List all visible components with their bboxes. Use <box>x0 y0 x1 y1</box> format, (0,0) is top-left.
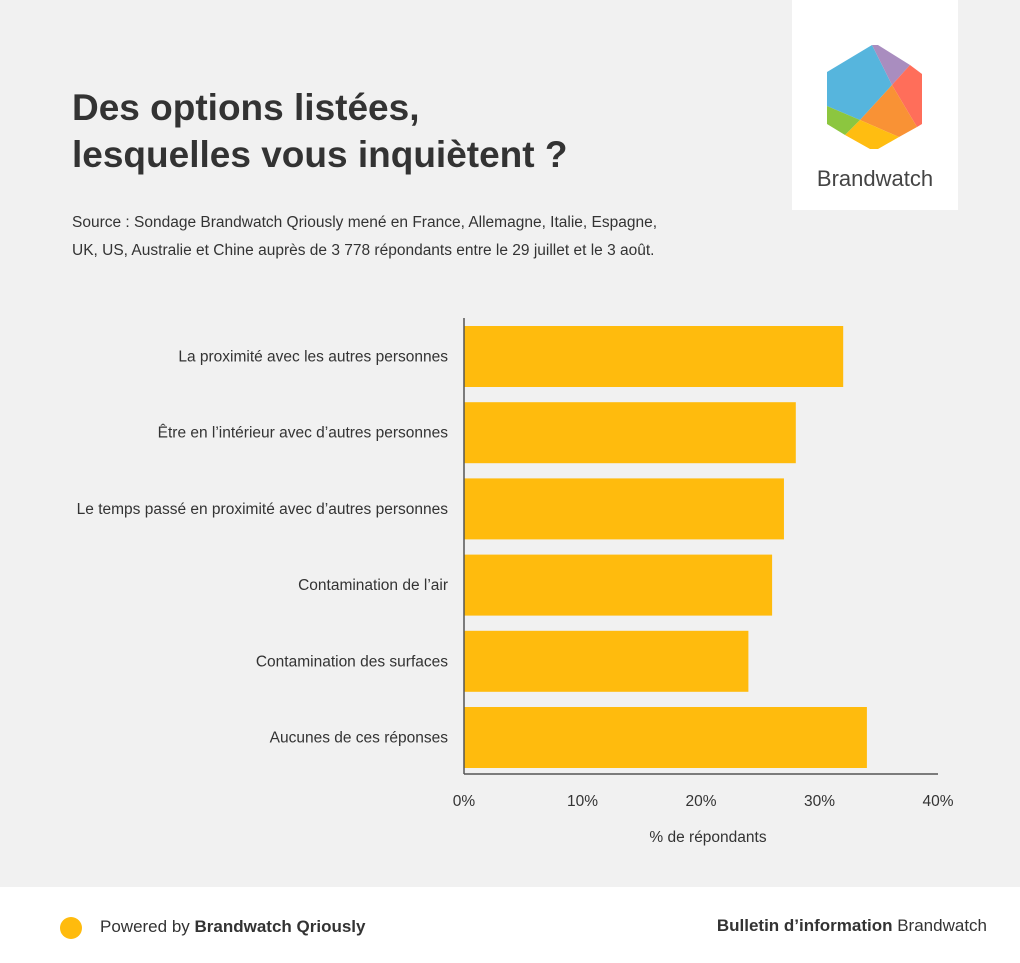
title-line-2: lesquelles vous inquiètent ? <box>72 134 568 175</box>
bar <box>464 402 796 464</box>
bar <box>464 554 773 616</box>
powered-brand: Brandwatch Qriously <box>194 917 366 936</box>
source-note: Source : Sondage Brandwatch Qriously men… <box>72 209 752 265</box>
powered-prefix: Powered by <box>100 917 195 936</box>
x-axis-title: % de répondants <box>649 829 766 846</box>
bar <box>464 326 844 387</box>
category-label: La proximité avec les autres personnes <box>178 349 448 366</box>
bar <box>464 707 867 768</box>
bar-chart: La proximité avec les autres personnes Êt… <box>77 318 954 846</box>
powered-by: Powered by Brandwatch Qriously <box>100 917 365 937</box>
category-label: Contamination des surfaces <box>256 653 448 670</box>
bulletin-rest: Brandwatch <box>892 916 987 935</box>
title-line-1: Des options listées, <box>72 87 420 128</box>
chart-title: Des options listées, lesquelles vous inq… <box>72 84 568 178</box>
logo-text: Brandwatch <box>816 166 934 191</box>
x-tick-label: 30% <box>804 793 835 810</box>
category-label: Être en l’intérieur avec d’autres person… <box>158 425 449 442</box>
source-line-1: Source : Sondage Brandwatch Qriously men… <box>72 214 658 231</box>
footer: Powered by Brandwatch Qriously Bulletin … <box>0 887 1020 963</box>
x-tick-label: 20% <box>685 793 716 810</box>
category-label: Contamination de l’air <box>298 577 448 594</box>
bulletin-bold: Bulletin d’information <box>716 916 893 935</box>
bulletin-credit: Bulletin d’information Brandwatch <box>717 916 987 936</box>
category-label: Le temps passé en proximité avec d’autre… <box>77 501 449 518</box>
bar <box>464 478 784 540</box>
category-label: Aucunes de ces réponses <box>270 730 449 747</box>
x-tick-label: 10% <box>567 793 598 810</box>
bar <box>464 630 749 692</box>
brand-dot-icon <box>60 917 82 939</box>
brandwatch-logo: Brandwatch <box>792 0 958 210</box>
x-tick-label: 0% <box>453 793 476 810</box>
hexagon-logo-icon <box>827 45 922 149</box>
source-line-2: UK, US, Australie et Chine auprès de 3 7… <box>72 242 655 259</box>
x-tick-label: 40% <box>922 793 953 810</box>
